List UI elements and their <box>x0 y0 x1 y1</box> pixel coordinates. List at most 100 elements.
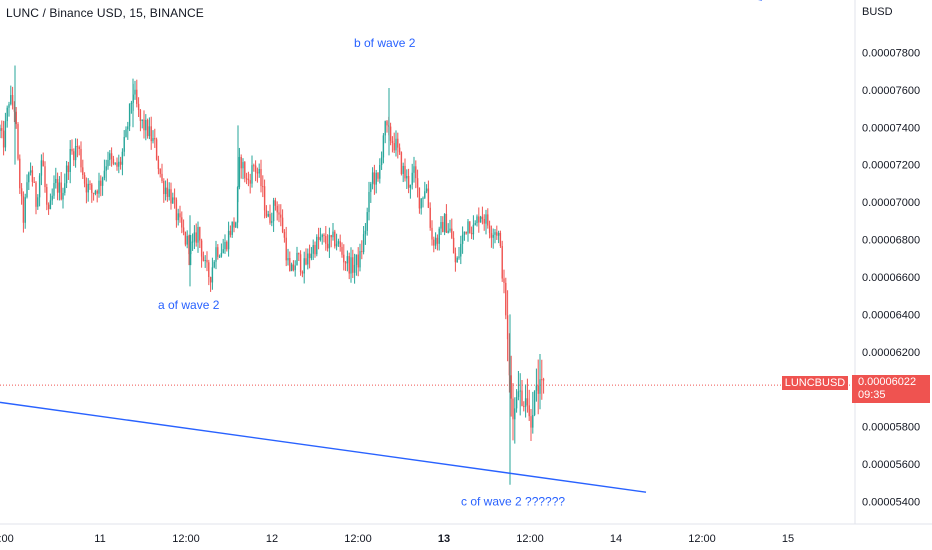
candle-body <box>69 148 71 173</box>
last-price-value: 0.00006022 <box>858 376 917 388</box>
candle-body <box>267 213 269 217</box>
candle-body <box>371 172 374 184</box>
candle-body <box>137 103 140 110</box>
candle-body <box>407 175 410 188</box>
candle-body <box>15 111 17 125</box>
candle-body <box>490 233 493 238</box>
x-tick-label: 12:00 <box>0 533 14 545</box>
candle-body <box>281 217 284 233</box>
candle-body <box>24 197 26 223</box>
y-tick-label: 0.00006600 <box>862 272 920 284</box>
x-tick-label: 12:00 <box>344 533 372 545</box>
x-tick-label: 14 <box>610 533 622 545</box>
candle-body <box>460 243 462 257</box>
candle-body <box>433 239 435 246</box>
candle-body <box>157 159 160 169</box>
candle-body <box>105 166 107 171</box>
candle-body <box>172 197 174 204</box>
candle-body <box>370 183 372 192</box>
candle-body <box>384 121 386 136</box>
candle-body <box>517 391 520 398</box>
candle-body <box>420 198 422 209</box>
y-tick-label: 0.00006800 <box>862 235 920 247</box>
candle-body <box>101 177 104 186</box>
candle-body <box>386 121 388 126</box>
candle-body <box>492 234 494 238</box>
candle-body <box>121 151 124 165</box>
candle-body <box>85 183 88 193</box>
candle-body <box>298 252 300 255</box>
candle-body <box>100 180 102 186</box>
wave-annotations: b of wave 2 a of wave 2 c of wave 2 ?????? <box>158 36 565 508</box>
y-tick-label: 0.00007200 <box>862 160 920 172</box>
x-tick-label: 11 <box>94 533 105 545</box>
candle-body <box>532 414 534 428</box>
candle-body <box>94 190 97 194</box>
candle-body <box>10 95 12 105</box>
candle-body <box>456 257 458 263</box>
candle-body <box>2 130 5 148</box>
candle-body <box>422 197 424 199</box>
wave-annotation[interactable]: a of wave 2 <box>158 298 220 312</box>
candle-body <box>31 170 34 182</box>
candle-body <box>317 236 320 240</box>
candle-body <box>188 235 190 255</box>
candle-body <box>4 121 7 148</box>
candle-body <box>537 385 539 394</box>
candle-body <box>339 241 341 247</box>
candle-body <box>485 214 487 224</box>
candle-body <box>238 156 241 188</box>
candle-body <box>191 241 194 243</box>
candle-body <box>535 385 538 391</box>
x-axis[interactable]: 12:00 11 12:00 12 12:00 13 12:00 14 12:00 15 <box>0 533 794 545</box>
candle-body <box>6 107 8 122</box>
candle-body <box>175 199 178 221</box>
candle-body <box>314 245 316 255</box>
symbol-tag: LUNCBUSD <box>782 376 848 390</box>
y-axis[interactable]: 0.00007800 0.00007600 0.00007400 0.00007200… <box>862 47 920 508</box>
candle-body <box>505 282 507 316</box>
y-tick-label: 0.00006200 <box>862 347 920 359</box>
candle-body <box>55 178 57 184</box>
candle-body <box>218 256 221 258</box>
wave-annotation[interactable]: c of wave 2 ?????? <box>461 494 565 508</box>
candle-body <box>402 165 404 174</box>
candle-body <box>11 95 14 106</box>
candle-body <box>265 210 268 217</box>
candle-body <box>375 172 377 185</box>
candle-body <box>413 166 415 173</box>
candle-body <box>60 182 62 200</box>
candle-body <box>163 181 165 195</box>
candle-body <box>73 151 75 161</box>
candle-body <box>362 234 365 253</box>
candle-body <box>391 140 394 144</box>
candle-body <box>325 235 327 244</box>
candle-body <box>479 216 482 223</box>
candle-body <box>352 257 354 273</box>
candle-body <box>393 143 395 151</box>
candle-body <box>312 245 314 254</box>
candle-body <box>283 232 286 238</box>
candle-body <box>130 102 133 104</box>
trendline[interactable] <box>0 401 647 493</box>
candle-body <box>112 158 115 164</box>
wave-annotation[interactable]: b of wave 2 <box>354 36 416 50</box>
candle-body <box>89 183 91 185</box>
candle-body <box>26 182 28 198</box>
candle-body <box>123 136 125 152</box>
candle-body <box>440 222 442 229</box>
candle-body <box>285 237 287 261</box>
candle-body <box>179 213 181 218</box>
candle-body <box>458 256 460 258</box>
candle-body <box>377 172 379 179</box>
candle-body <box>96 190 98 194</box>
candle-body <box>245 178 248 180</box>
x-tick-label: 15 <box>782 533 794 545</box>
candle-body <box>287 257 289 261</box>
currency-label: BUSD <box>862 6 893 18</box>
candle-body <box>146 119 149 137</box>
candle-body <box>506 315 509 340</box>
candle-body <box>526 398 529 406</box>
candle-body <box>155 139 158 160</box>
